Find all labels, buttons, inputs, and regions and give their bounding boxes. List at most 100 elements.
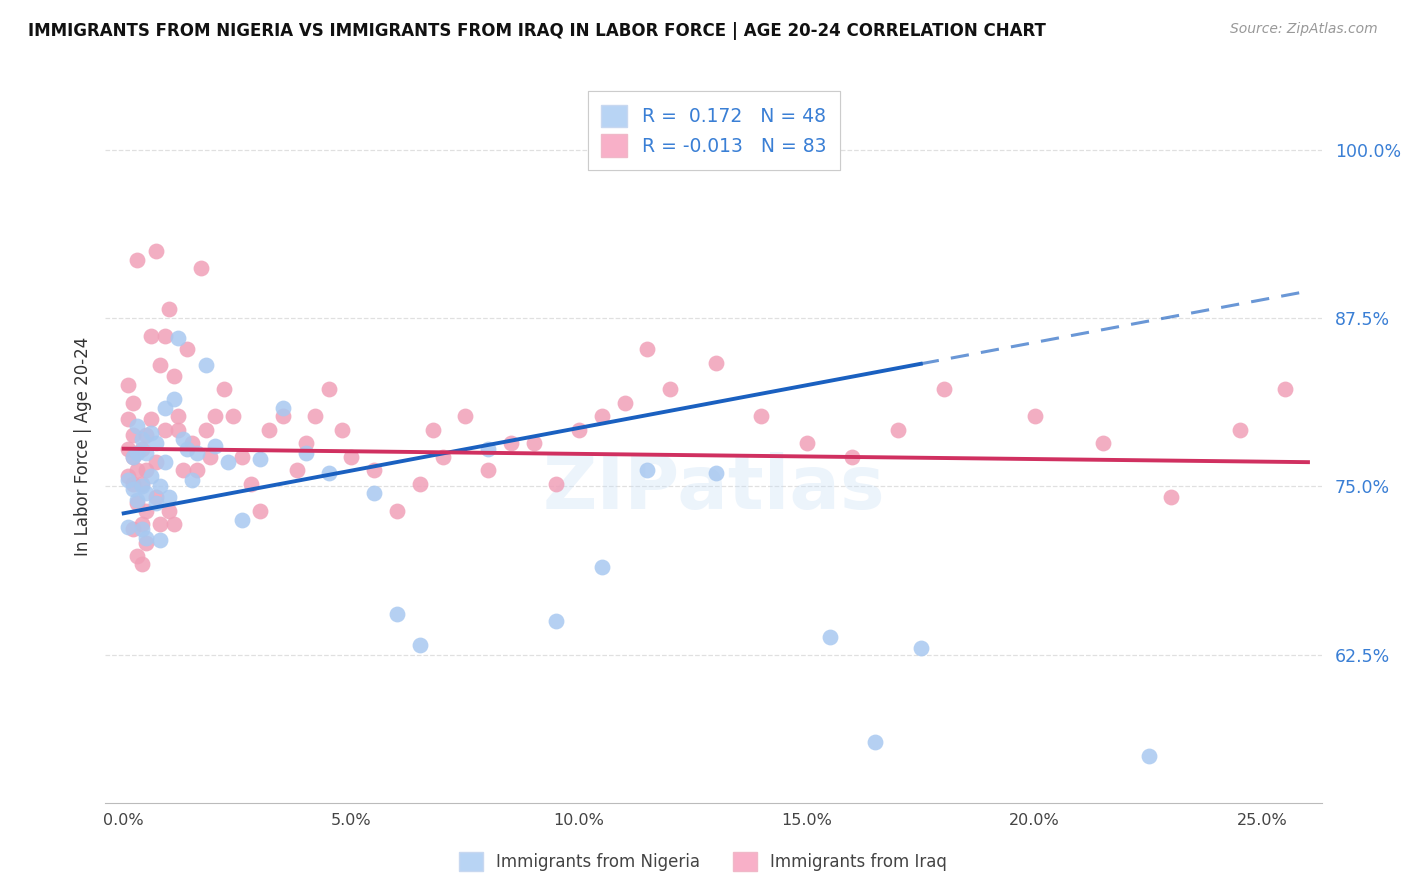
Point	[186, 446, 208, 460]
Legend: R =  0.172   N = 48, R = -0.013   N = 83: R = 0.172 N = 48, R = -0.013 N = 83	[588, 92, 839, 170]
Point	[135, 536, 157, 550]
Point	[131, 523, 153, 537]
Point	[157, 301, 180, 316]
Point	[167, 423, 190, 437]
Point	[153, 328, 176, 343]
Point	[121, 482, 143, 496]
Point	[172, 463, 194, 477]
Point	[181, 473, 204, 487]
Point	[145, 495, 167, 509]
Point	[190, 261, 212, 276]
Point	[613, 396, 636, 410]
Point	[135, 463, 157, 477]
Point	[181, 436, 204, 450]
Point	[121, 450, 143, 464]
Point	[121, 428, 143, 442]
Point	[145, 455, 167, 469]
Legend: Immigrants from Nigeria, Immigrants from Iraq: Immigrants from Nigeria, Immigrants from…	[451, 843, 955, 880]
Point	[304, 409, 326, 424]
Point	[145, 244, 167, 258]
Point	[523, 436, 546, 450]
Point	[194, 358, 217, 372]
Point	[271, 401, 294, 416]
Point	[167, 409, 190, 424]
Point	[153, 401, 176, 416]
Point	[131, 442, 153, 456]
Point	[149, 533, 172, 548]
Point	[546, 614, 568, 628]
Point	[127, 446, 149, 460]
Point	[568, 423, 591, 437]
Point	[751, 409, 773, 424]
Point	[249, 503, 271, 517]
Point	[149, 358, 172, 372]
Point	[385, 503, 408, 517]
Point	[240, 476, 263, 491]
Point	[385, 607, 408, 622]
Point	[127, 549, 149, 564]
Point	[145, 490, 167, 504]
Point	[704, 355, 727, 369]
Point	[149, 517, 172, 532]
Point	[330, 423, 353, 437]
Point	[1274, 383, 1296, 397]
Text: ZIPatlas: ZIPatlas	[543, 452, 884, 525]
Point	[127, 253, 149, 268]
Point	[163, 392, 186, 406]
Y-axis label: In Labor Force | Age 20-24: In Labor Force | Age 20-24	[73, 336, 91, 556]
Point	[121, 476, 143, 491]
Point	[499, 436, 522, 450]
Point	[409, 476, 432, 491]
Point	[231, 513, 253, 527]
Point	[422, 423, 444, 437]
Point	[127, 463, 149, 477]
Point	[318, 383, 340, 397]
Point	[163, 517, 186, 532]
Point	[127, 418, 149, 433]
Point	[637, 342, 659, 356]
Point	[271, 409, 294, 424]
Point	[477, 463, 499, 477]
Point	[139, 328, 162, 343]
Point	[135, 531, 157, 545]
Point	[117, 473, 139, 487]
Point	[127, 492, 149, 507]
Point	[212, 383, 235, 397]
Point	[121, 450, 143, 464]
Point	[200, 450, 222, 464]
Point	[432, 450, 454, 464]
Point	[340, 450, 363, 464]
Point	[591, 560, 613, 574]
Point	[135, 503, 157, 517]
Point	[637, 463, 659, 477]
Point	[1091, 436, 1114, 450]
Point	[1160, 490, 1182, 504]
Point	[194, 423, 217, 437]
Point	[163, 369, 186, 384]
Point	[176, 342, 198, 356]
Point	[153, 455, 176, 469]
Point	[121, 523, 143, 537]
Point	[204, 439, 226, 453]
Point	[887, 423, 910, 437]
Point	[704, 466, 727, 480]
Point	[139, 425, 162, 440]
Point	[139, 412, 162, 426]
Point	[157, 490, 180, 504]
Point	[659, 383, 682, 397]
Point	[117, 520, 139, 534]
Point	[135, 428, 157, 442]
Point	[591, 409, 613, 424]
Point	[127, 495, 149, 509]
Point	[295, 446, 318, 460]
Point	[186, 463, 208, 477]
Point	[222, 409, 245, 424]
Point	[818, 630, 841, 644]
Point	[149, 479, 172, 493]
Point	[249, 452, 271, 467]
Point	[157, 503, 180, 517]
Point	[131, 432, 153, 446]
Point	[167, 331, 190, 345]
Point	[145, 436, 167, 450]
Point	[135, 486, 157, 500]
